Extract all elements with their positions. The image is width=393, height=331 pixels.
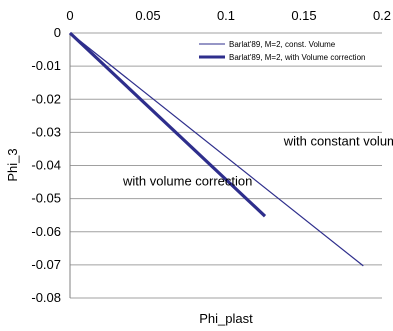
y-tick-label-2: -0.02 [31,91,61,106]
x-tick-labels: 0 0.05 0.1 0.15 0.2 [66,8,391,23]
legend-label-1: Barlat'89, M=2, with Volume correction [229,53,365,62]
x-tick-label-4: 0.2 [373,8,391,23]
legend: Barlat'89, M=2, const. Volume Barlat'89,… [199,40,365,62]
y-tick-label-5: -0.05 [31,191,61,206]
y-tick-labels: 0 -0.01 -0.02 -0.03 -0.04 -0.05 -0.06 -0.07 -0.0… [31,25,61,305]
y-tick-label-3: -0.03 [31,124,61,139]
y-tick-label-4: -0.04 [31,158,61,173]
y-tick-label-0: 0 [54,25,61,40]
y-axis-title: Phi_3 [5,148,20,181]
annotation-1: with volume correction [122,173,252,188]
x-tick-label-2: 0.1 [217,8,235,23]
y-tick-label-7: -0.07 [31,257,61,272]
y-tick-label-1: -0.01 [31,58,61,73]
x-tick-label-0: 0 [66,8,73,23]
annotation-0: with constant volume [283,134,393,149]
annotations: with constant volume with volume correcti… [122,134,393,189]
y-tick-label-8: -0.08 [31,290,61,305]
series-line-1 [68,31,267,218]
series-lines [68,31,364,267]
series-line-0 [69,32,364,267]
x-axis-title: Phi_plast [199,311,253,326]
x-tick-label-3: 0.15 [291,8,316,23]
y-tick-label-6: -0.06 [31,224,61,239]
x-tick-label-1: 0.05 [135,8,160,23]
grid-lines [69,32,382,299]
legend-label-0: Barlat'89, M=2, const. Volume [229,40,336,49]
